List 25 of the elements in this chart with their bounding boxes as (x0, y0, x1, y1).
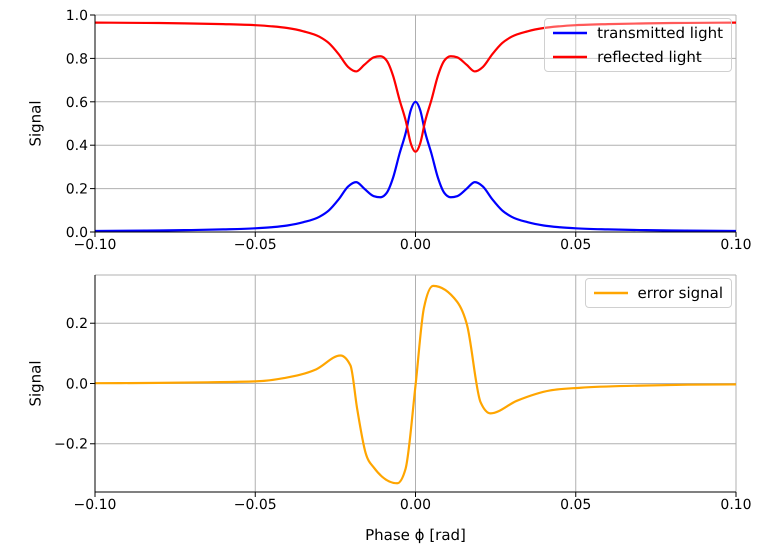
y-tick-label: 0.8 (66, 51, 88, 68)
x-tick-label: −0.05 (234, 236, 277, 253)
x-tick-label: −0.05 (234, 496, 277, 513)
legend-label: reflected light (597, 48, 702, 66)
y-axis-title: Signal (26, 360, 44, 407)
x-tick-label: 0.10 (720, 236, 752, 253)
y-tick-label: 0.0 (66, 376, 88, 392)
legend-label: error signal (638, 284, 723, 302)
x-tick-label: 0.05 (560, 496, 592, 513)
legend-label: transmitted light (597, 24, 723, 42)
y-tick-label: 0.2 (66, 316, 88, 332)
line-series (95, 21, 736, 153)
y-tick-label: 1.0 (66, 8, 88, 24)
line-series (95, 284, 736, 484)
y-tick-label: 0.4 (66, 138, 88, 154)
y-axis-title: Signal (26, 100, 44, 147)
x-tick-label: −0.10 (74, 496, 116, 513)
x-axis-title: Phase ϕ [rad] (365, 526, 466, 544)
x-tick-label: 0.10 (720, 496, 752, 513)
x-tick-label: 0.00 (400, 236, 432, 253)
y-tick-label: 0.2 (66, 182, 88, 198)
x-tick-label: 0.00 (400, 496, 432, 513)
y-tick-label: 0.6 (66, 94, 88, 111)
y-tick-label: −0.2 (54, 436, 88, 453)
x-tick-label: 0.05 (560, 236, 592, 253)
